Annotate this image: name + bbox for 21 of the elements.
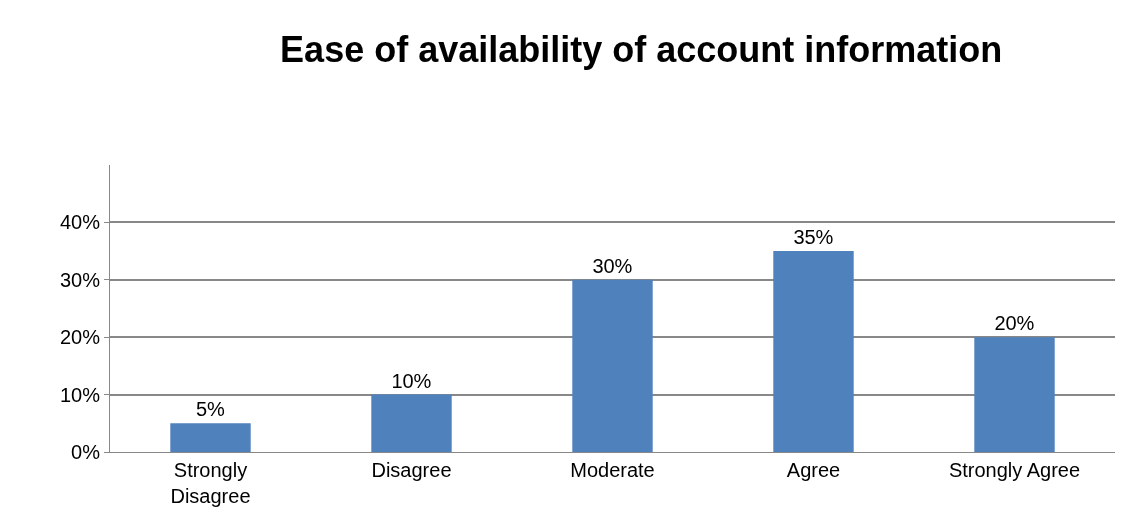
- y-tick-label: 40%: [59, 211, 101, 234]
- y-tick-label: 30%: [59, 268, 101, 291]
- y-tick-label: 10%: [59, 383, 101, 406]
- data-label: 30%: [592, 254, 633, 277]
- y-tick-label: 0%: [71, 441, 101, 463]
- data-label: 5%: [195, 398, 226, 421]
- x-tick-label: Strongly Agree: [948, 459, 1081, 481]
- data-label: 10%: [391, 369, 432, 392]
- x-tick-label: Agree: [786, 459, 841, 481]
- data-label: 35%: [793, 226, 834, 249]
- bar: [572, 279, 653, 452]
- data-label: 20%: [994, 312, 1035, 335]
- x-tick-label: Moderate: [570, 459, 655, 481]
- chart-title: Ease of availability of account information: [280, 28, 1003, 70]
- x-tick-label: Disagree: [371, 459, 452, 481]
- bar: [371, 394, 452, 452]
- bar: [773, 251, 854, 452]
- bar: [974, 337, 1055, 452]
- bar: [170, 423, 251, 452]
- y-tick-label: 20%: [59, 326, 101, 349]
- x-tick-label: Strongly Disagree: [170, 459, 251, 507]
